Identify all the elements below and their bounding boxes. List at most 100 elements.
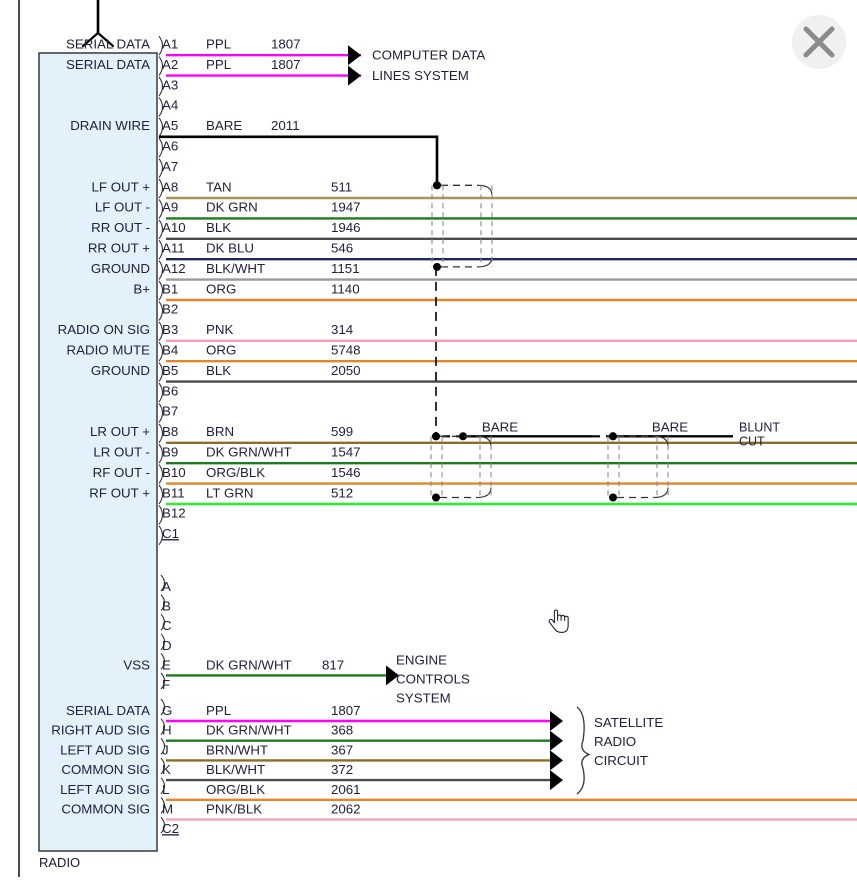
svg-text:1140: 1140: [331, 281, 360, 296]
svg-text:RIGHT AUD SIG: RIGHT AUD SIG: [51, 723, 150, 738]
svg-text:DK GRN/WHT: DK GRN/WHT: [206, 723, 292, 738]
svg-text:B4: B4: [162, 343, 178, 358]
svg-text:ORG: ORG: [206, 343, 236, 358]
svg-text:CUT: CUT: [739, 434, 765, 448]
svg-text:B9: B9: [162, 445, 178, 460]
svg-text:B7: B7: [162, 404, 178, 419]
svg-text:RR OUT +: RR OUT +: [88, 241, 150, 256]
svg-text:E: E: [162, 657, 171, 672]
svg-text:817: 817: [322, 657, 344, 672]
svg-text:RADIO: RADIO: [594, 734, 636, 749]
svg-text:TAN: TAN: [206, 179, 232, 194]
svg-text:2050: 2050: [331, 363, 361, 378]
svg-text:B: B: [162, 599, 171, 614]
svg-text:599: 599: [331, 424, 353, 439]
svg-text:367: 367: [331, 742, 353, 757]
svg-text:DK GRN: DK GRN: [206, 200, 258, 215]
svg-text:BRN/WHT: BRN/WHT: [206, 742, 268, 757]
svg-text:511: 511: [331, 179, 352, 194]
svg-text:DK GRN/WHT: DK GRN/WHT: [206, 657, 292, 672]
svg-text:K: K: [162, 762, 171, 777]
svg-text:GROUND: GROUND: [91, 261, 150, 276]
svg-text:PNK: PNK: [206, 322, 233, 337]
svg-text:BRN: BRN: [206, 424, 234, 439]
svg-text:BLK/WHT: BLK/WHT: [206, 261, 265, 276]
svg-text:A1: A1: [162, 37, 178, 52]
svg-text:LEFT AUD SIG: LEFT AUD SIG: [60, 742, 150, 757]
svg-text:B10: B10: [162, 465, 186, 480]
svg-text:SERIAL DATA: SERIAL DATA: [66, 57, 150, 72]
svg-text:B11: B11: [162, 485, 185, 500]
svg-text:PPL: PPL: [206, 57, 231, 72]
svg-text:ORG/BLK: ORG/BLK: [206, 465, 265, 480]
svg-text:PNK/BLK: PNK/BLK: [206, 802, 262, 817]
svg-text:2062: 2062: [331, 802, 361, 817]
svg-text:314: 314: [331, 322, 353, 337]
svg-text:LF OUT +: LF OUT +: [92, 179, 151, 194]
svg-text:LR OUT +: LR OUT +: [90, 424, 150, 439]
svg-text:B2: B2: [162, 302, 178, 317]
svg-text:B5: B5: [162, 363, 178, 378]
svg-text:A10: A10: [162, 220, 186, 235]
svg-text:PPL: PPL: [206, 703, 231, 718]
svg-text:368: 368: [331, 723, 353, 738]
svg-text:G: G: [162, 703, 172, 718]
svg-text:B1: B1: [162, 281, 178, 296]
svg-text:DRAIN WIRE: DRAIN WIRE: [70, 118, 150, 133]
svg-text:SYSTEM: SYSTEM: [396, 690, 451, 705]
svg-text:A3: A3: [162, 77, 178, 92]
svg-text:DK BLU: DK BLU: [206, 241, 254, 256]
svg-text:PPL: PPL: [206, 37, 231, 52]
svg-text:A9: A9: [162, 200, 178, 215]
svg-text:A11: A11: [162, 241, 185, 256]
svg-text:BLK: BLK: [206, 220, 231, 235]
svg-text:BARE: BARE: [482, 419, 518, 434]
svg-text:B6: B6: [162, 383, 178, 398]
svg-text:LEFT AUD SIG: LEFT AUD SIG: [60, 782, 150, 797]
svg-text:A6: A6: [162, 139, 178, 154]
svg-text:512: 512: [331, 485, 353, 500]
svg-text:A8: A8: [162, 179, 178, 194]
svg-text:SERIAL DATA: SERIAL DATA: [66, 37, 150, 52]
svg-text:1151: 1151: [331, 261, 360, 276]
svg-text:L: L: [162, 782, 169, 797]
svg-text:D: D: [162, 638, 172, 653]
svg-text:LT GRN: LT GRN: [206, 485, 254, 500]
svg-text:RF OUT -: RF OUT -: [93, 465, 150, 480]
svg-text:BLUNT: BLUNT: [739, 420, 780, 434]
svg-text:A7: A7: [162, 159, 178, 174]
svg-text:VSS: VSS: [123, 657, 150, 672]
svg-text:C: C: [162, 618, 172, 633]
svg-text:F: F: [162, 677, 170, 692]
svg-text:A4: A4: [162, 98, 178, 113]
svg-text:BLK/WHT: BLK/WHT: [206, 762, 265, 777]
svg-text:ORG: ORG: [206, 281, 236, 296]
svg-text:1807: 1807: [271, 57, 301, 72]
svg-text:RF OUT +: RF OUT +: [89, 485, 150, 500]
svg-text:RR OUT -: RR OUT -: [91, 220, 150, 235]
svg-text:H: H: [162, 723, 172, 738]
svg-text:2061: 2061: [331, 782, 361, 797]
svg-text:546: 546: [331, 241, 353, 256]
svg-text:SERIAL DATA: SERIAL DATA: [66, 703, 150, 718]
svg-text:A: A: [162, 579, 171, 594]
svg-text:J: J: [162, 742, 169, 757]
svg-text:A2: A2: [162, 57, 178, 72]
svg-text:M: M: [162, 802, 173, 817]
svg-text:ENGINE: ENGINE: [396, 652, 447, 667]
svg-text:BARE: BARE: [652, 419, 688, 434]
svg-text:RADIO: RADIO: [39, 855, 80, 870]
svg-text:A12: A12: [162, 261, 186, 276]
svg-text:1807: 1807: [271, 37, 301, 52]
svg-text:COMMON SIG: COMMON SIG: [61, 762, 150, 777]
svg-text:A5: A5: [162, 118, 178, 133]
svg-text:BARE: BARE: [206, 118, 242, 133]
svg-text:DK GRN/WHT: DK GRN/WHT: [206, 445, 292, 460]
svg-text:LF OUT -: LF OUT -: [95, 200, 150, 215]
svg-text:C2: C2: [162, 821, 179, 836]
svg-text:BLK: BLK: [206, 363, 231, 378]
svg-text:LR OUT -: LR OUT -: [93, 445, 150, 460]
svg-text:RADIO MUTE: RADIO MUTE: [67, 343, 151, 358]
svg-text:B+: B+: [133, 281, 150, 296]
svg-text:1947: 1947: [331, 200, 361, 215]
